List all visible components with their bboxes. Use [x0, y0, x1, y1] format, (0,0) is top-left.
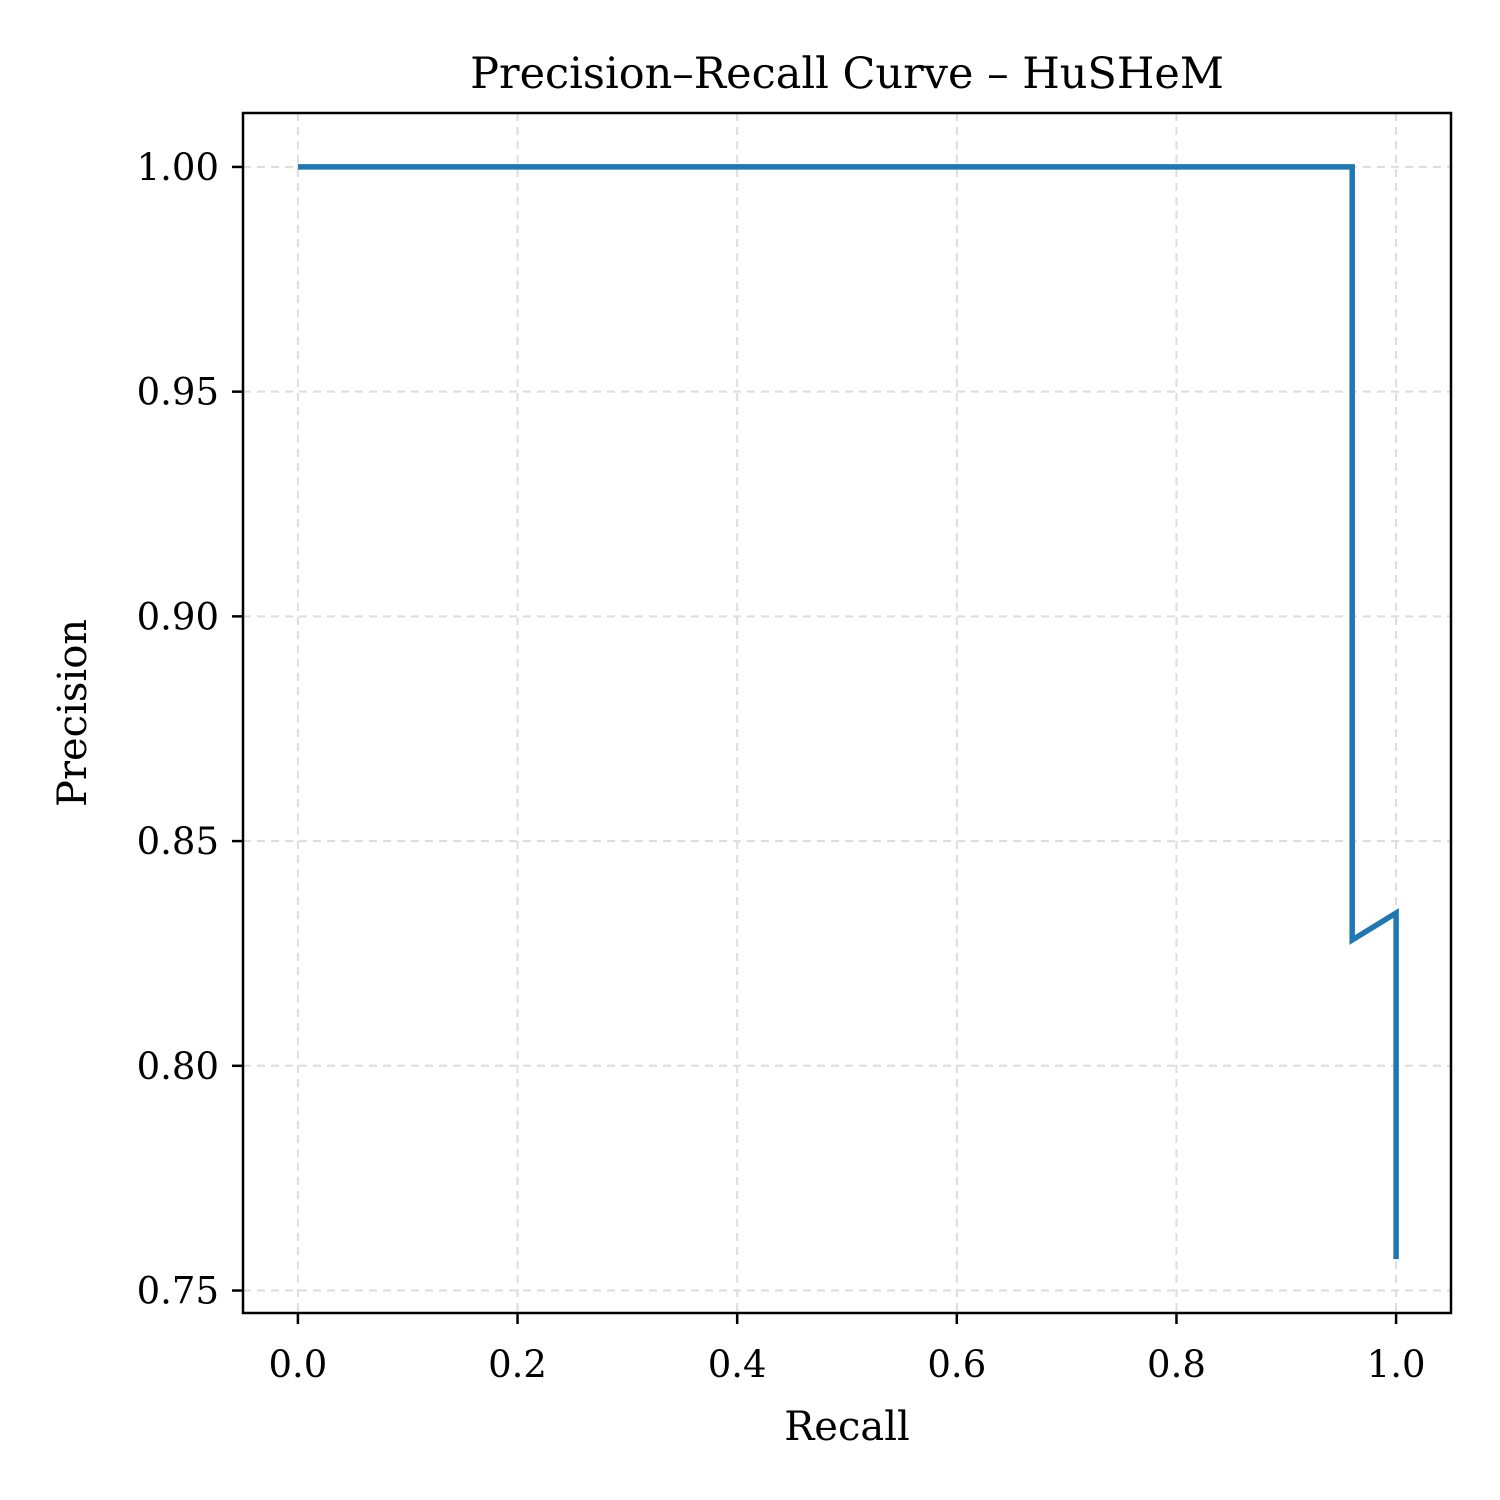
- chart-title: Precision–Recall Curve – HuSHeM: [470, 49, 1224, 99]
- x-tick-label: 1.0: [1367, 1343, 1426, 1386]
- y-tick-label: 0.90: [137, 595, 219, 638]
- x-tick-label: 0.6: [927, 1343, 986, 1386]
- grid-lines: [243, 113, 1451, 1313]
- x-tick-label: 0.8: [1147, 1343, 1206, 1386]
- x-axis: 0.0 0.2 0.4 0.6 0.8 1.0: [268, 1313, 1426, 1386]
- y-tick-label: 0.95: [137, 371, 219, 414]
- x-axis-label: Recall: [784, 1404, 910, 1450]
- y-axis: 0.75 0.80 0.85 0.90 0.95 1.00: [137, 146, 243, 1313]
- y-tick-label: 0.80: [137, 1045, 219, 1088]
- y-tick-label: 1.00: [137, 146, 219, 189]
- x-tick-label: 0.2: [488, 1343, 547, 1386]
- pr-curve-line: [297, 164, 1399, 1260]
- plot-frame: [241, 111, 1453, 1315]
- y-axis-label: Precision: [50, 619, 96, 807]
- series-layer: [297, 164, 1399, 1260]
- y-tick-label: 0.85: [137, 820, 219, 863]
- x-tick-label: 0.0: [268, 1343, 327, 1386]
- x-tick-label: 0.4: [708, 1343, 767, 1386]
- y-tick-label: 0.75: [137, 1270, 219, 1313]
